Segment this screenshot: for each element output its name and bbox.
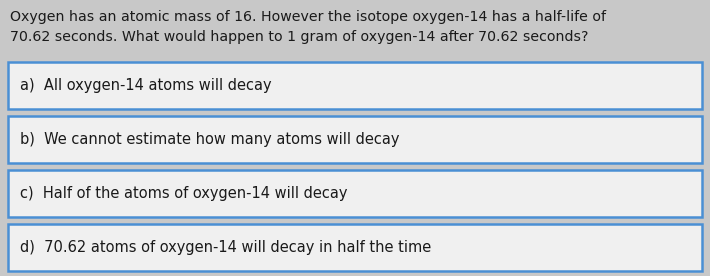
Text: c)  Half of the atoms of oxygen-14 will decay: c) Half of the atoms of oxygen-14 will d… xyxy=(20,186,347,201)
Text: 70.62 seconds. What would happen to 1 gram of oxygen-14 after 70.62 seconds?: 70.62 seconds. What would happen to 1 gr… xyxy=(10,30,589,44)
FancyBboxPatch shape xyxy=(8,224,702,271)
FancyBboxPatch shape xyxy=(8,116,702,163)
Text: d)  70.62 atoms of oxygen-14 will decay in half the time: d) 70.62 atoms of oxygen-14 will decay i… xyxy=(20,240,431,255)
FancyBboxPatch shape xyxy=(8,170,702,217)
Text: b)  We cannot estimate how many atoms will decay: b) We cannot estimate how many atoms wil… xyxy=(20,132,400,147)
FancyBboxPatch shape xyxy=(8,62,702,109)
Text: Oxygen has an atomic mass of 16. However the isotope oxygen-14 has a half-life o: Oxygen has an atomic mass of 16. However… xyxy=(10,10,606,24)
Text: a)  All oxygen-14 atoms will decay: a) All oxygen-14 atoms will decay xyxy=(20,78,272,93)
